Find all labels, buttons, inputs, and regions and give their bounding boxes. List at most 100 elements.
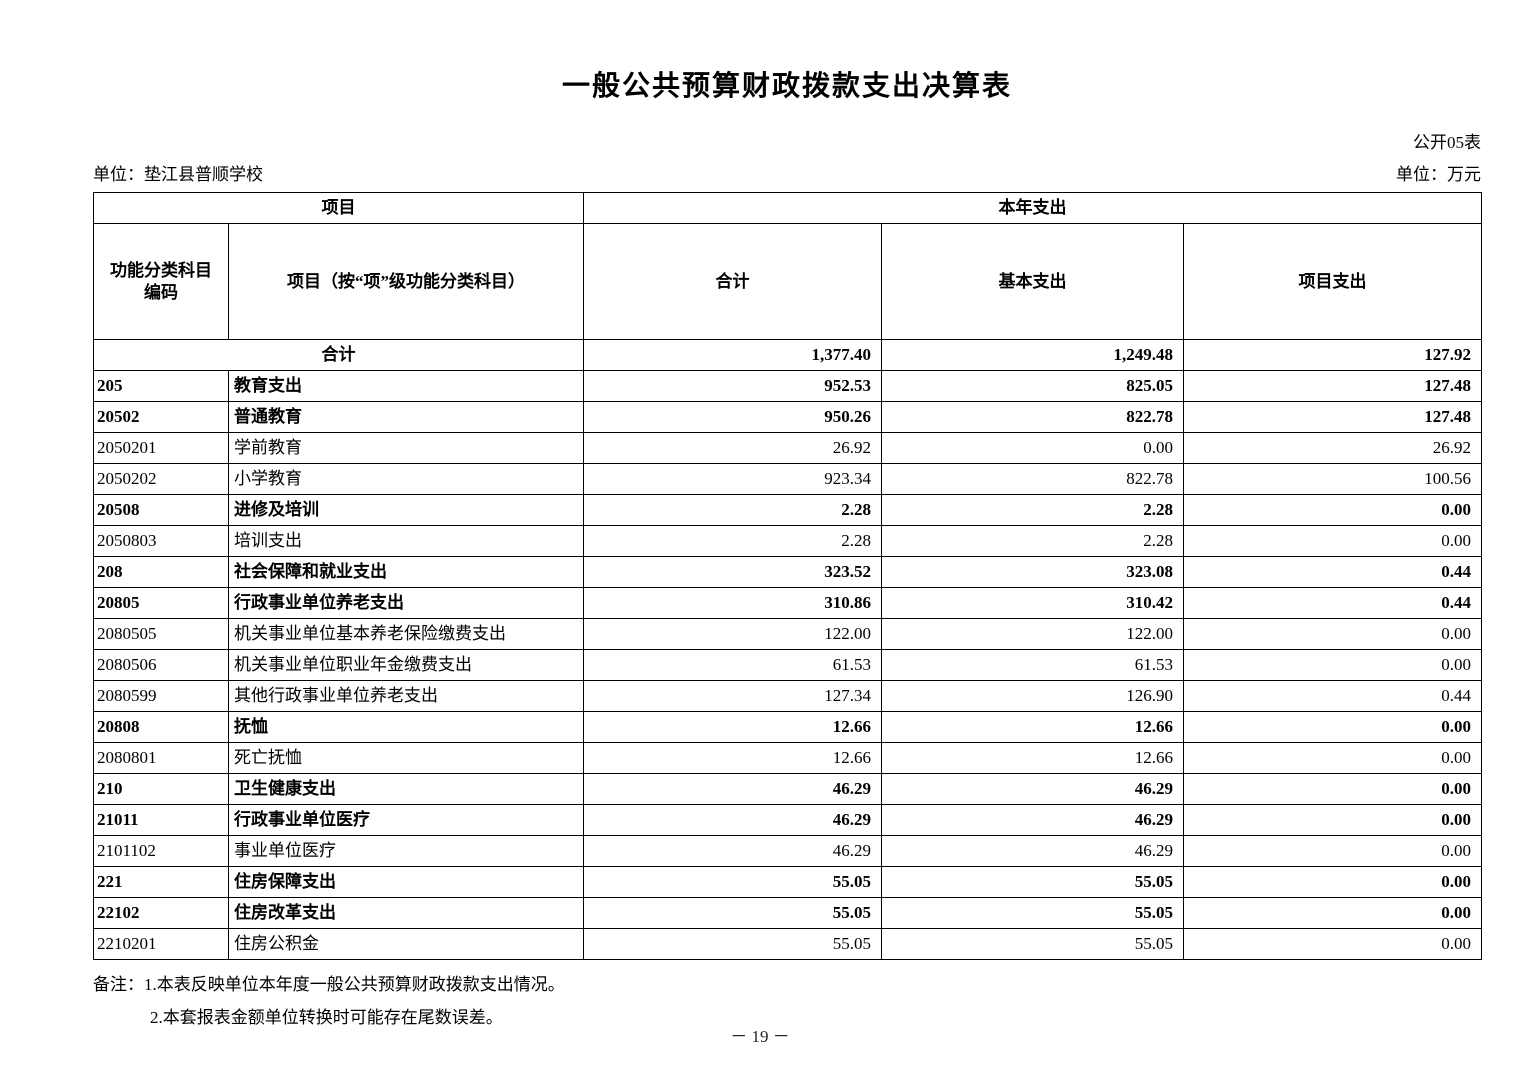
note-line-1: 备注：1.本表反映单位本年度一般公共预算财政拨款支出情况。 — [93, 968, 1481, 1001]
row-basic-cell: 46.29 — [881, 804, 1184, 836]
header-total: 合计 — [583, 223, 882, 340]
row-total-cell: 55.05 — [583, 897, 882, 929]
row-code-cell: 21011 — [93, 804, 229, 836]
row-total-cell: 950.26 — [583, 401, 882, 433]
row-project-cell: 0.00 — [1183, 525, 1482, 557]
row-basic-cell: 126.90 — [881, 680, 1184, 712]
row-project-cell: 0.00 — [1183, 773, 1482, 805]
grand-total-basic: 1,249.48 — [881, 339, 1184, 371]
row-basic-cell: 55.05 — [881, 928, 1184, 960]
row-project-cell: 0.00 — [1183, 928, 1482, 960]
row-project-cell: 0.44 — [1183, 587, 1482, 619]
row-total-cell: 12.66 — [583, 711, 882, 743]
row-total-cell: 122.00 — [583, 618, 882, 650]
row-basic-cell: 61.53 — [881, 649, 1184, 681]
row-name-cell: 进修及培训 — [228, 494, 584, 526]
row-code-cell: 2080505 — [93, 618, 229, 650]
table-row: 205 教育支出 952.53 825.05 127.48 — [93, 370, 1482, 402]
row-project-cell: 0.00 — [1183, 835, 1482, 867]
row-name-cell: 其他行政事业单位养老支出 — [228, 680, 584, 712]
row-code-cell: 22102 — [93, 897, 229, 929]
row-project-cell: 127.48 — [1183, 401, 1482, 433]
unit-row: 单位：垫江县普顺学校 单位：万元 — [93, 160, 1481, 185]
table-row: 208 社会保障和就业支出 323.52 323.08 0.44 — [93, 556, 1482, 588]
row-name-cell: 住房公积金 — [228, 928, 584, 960]
table-row: 2050202 小学教育 923.34 822.78 100.56 — [93, 463, 1482, 495]
row-total-cell: 2.28 — [583, 525, 882, 557]
row-name-cell: 事业单位医疗 — [228, 835, 584, 867]
table-row: 2080599 其他行政事业单位养老支出 127.34 126.90 0.44 — [93, 680, 1482, 712]
document-page: 一般公共预算财政拨款支出决算表 公开05表 单位：垫江县普顺学校 单位：万元 项… — [93, 0, 1482, 1034]
row-total-cell: 26.92 — [583, 432, 882, 464]
table-row: 20508 进修及培训 2.28 2.28 0.00 — [93, 494, 1482, 526]
table-body: 合计 1,377.40 1,249.48 127.92 205 教育支出 952.5… — [93, 339, 1482, 960]
row-basic-cell: 0.00 — [881, 432, 1184, 464]
row-code-cell: 2050803 — [93, 525, 229, 557]
table-row: 20502 普通教育 950.26 822.78 127.48 — [93, 401, 1482, 433]
row-code-cell: 2080506 — [93, 649, 229, 681]
row-basic-cell: 12.66 — [881, 742, 1184, 774]
row-total-cell: 46.29 — [583, 773, 882, 805]
note-text-2: 2.本套报表金额单位转换时可能存在尾数误差。 — [150, 1008, 503, 1028]
row-name-cell: 小学教育 — [228, 463, 584, 495]
page-number: － 19 － — [730, 1027, 790, 1046]
row-project-cell: 26.92 — [1183, 432, 1482, 464]
row-name-cell: 住房改革支出 — [228, 897, 584, 929]
table-row: 20805 行政事业单位养老支出 310.86 310.42 0.44 — [93, 587, 1482, 619]
header-columns-row: 功能分类科目编码 项目（按“项”级功能分类科目） 合计 基本支出 项目支出 — [93, 223, 1482, 340]
row-code-cell: 2050202 — [93, 463, 229, 495]
row-project-cell: 0.00 — [1183, 649, 1482, 681]
row-project-cell: 0.00 — [1183, 494, 1482, 526]
row-basic-cell: 46.29 — [881, 773, 1184, 805]
unit-name-label: 单位：垫江县普顺学校 — [93, 165, 263, 184]
row-name-cell: 行政事业单位医疗 — [228, 804, 584, 836]
row-basic-cell: 323.08 — [881, 556, 1184, 588]
row-code-cell: 205 — [93, 370, 229, 402]
table-row: 221 住房保障支出 55.05 55.05 0.00 — [93, 866, 1482, 898]
row-total-cell: 55.05 — [583, 928, 882, 960]
row-code-cell: 2210201 — [93, 928, 229, 960]
header-basic-expenditure: 基本支出 — [881, 223, 1184, 340]
row-total-cell: 323.52 — [583, 556, 882, 588]
row-total-cell: 46.29 — [583, 804, 882, 836]
row-project-cell: 0.44 — [1183, 556, 1482, 588]
row-basic-cell: 12.66 — [881, 711, 1184, 743]
table-row: 2050201 学前教育 26.92 0.00 26.92 — [93, 432, 1482, 464]
row-total-cell: 310.86 — [583, 587, 882, 619]
header-group-current-year: 本年支出 — [583, 192, 1482, 224]
row-project-cell: 0.44 — [1183, 680, 1482, 712]
row-total-cell: 46.29 — [583, 835, 882, 867]
row-basic-cell: 822.78 — [881, 401, 1184, 433]
row-total-cell: 2.28 — [583, 494, 882, 526]
row-basic-cell: 825.05 — [881, 370, 1184, 402]
row-name-cell: 死亡抚恤 — [228, 742, 584, 774]
row-code-cell: 221 — [93, 866, 229, 898]
row-name-cell: 社会保障和就业支出 — [228, 556, 584, 588]
row-project-cell: 0.00 — [1183, 618, 1482, 650]
row-code-cell: 2050201 — [93, 432, 229, 464]
table-row: 21011 行政事业单位医疗 46.29 46.29 0.00 — [93, 804, 1482, 836]
row-project-cell: 0.00 — [1183, 866, 1482, 898]
grand-total-project: 127.92 — [1183, 339, 1482, 371]
row-project-cell: 0.00 — [1183, 742, 1482, 774]
row-code-cell: 20508 — [93, 494, 229, 526]
table-row: 20808 抚恤 12.66 12.66 0.00 — [93, 711, 1482, 743]
row-name-cell: 卫生健康支出 — [228, 773, 584, 805]
table-row: 2080801 死亡抚恤 12.66 12.66 0.00 — [93, 742, 1482, 774]
row-basic-cell: 55.05 — [881, 897, 1184, 929]
row-basic-cell: 122.00 — [881, 618, 1184, 650]
header-group-row: 项目 本年支出 — [93, 192, 1482, 224]
row-basic-cell: 2.28 — [881, 525, 1184, 557]
row-project-cell: 100.56 — [1183, 463, 1482, 495]
row-name-cell: 普通教育 — [228, 401, 584, 433]
row-name-cell: 机关事业单位基本养老保险缴费支出 — [228, 618, 584, 650]
row-code-cell: 2080599 — [93, 680, 229, 712]
row-code-cell: 20808 — [93, 711, 229, 743]
table-row: 2210201 住房公积金 55.05 55.05 0.00 — [93, 928, 1482, 960]
row-name-cell: 教育支出 — [228, 370, 584, 402]
row-name-cell: 行政事业单位养老支出 — [228, 587, 584, 619]
header-group-item: 项目 — [93, 192, 584, 224]
row-code-cell: 210 — [93, 773, 229, 805]
row-total-cell: 952.53 — [583, 370, 882, 402]
row-code-cell: 20502 — [93, 401, 229, 433]
